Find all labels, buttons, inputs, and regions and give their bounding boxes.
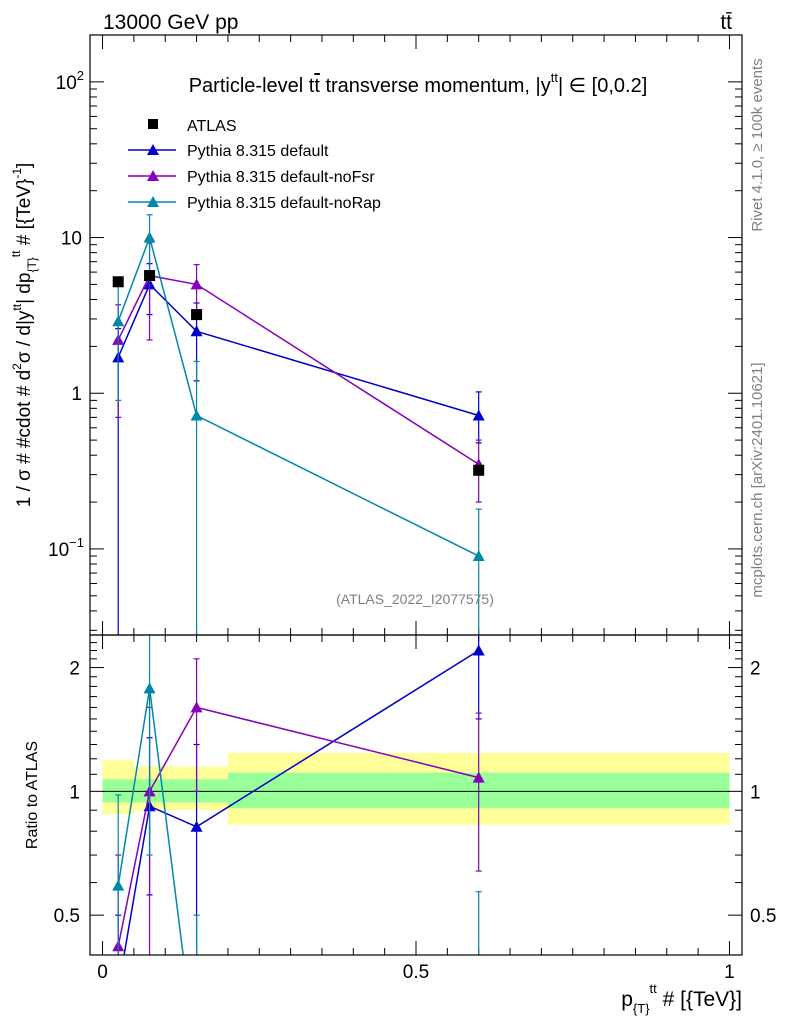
ratio-ylabel: Ratio to ATLAS — [24, 741, 41, 849]
legend-item-atlas: ATLAS — [148, 118, 237, 135]
ratio-series — [112, 635, 485, 955]
main-series — [112, 214, 485, 635]
energy-label: 13000 GeV pp — [103, 11, 238, 34]
ylabel-sub: {T} — [25, 257, 39, 272]
main-series-pythia-8-315-default-norap — [112, 214, 485, 635]
legend-label-norap: Pythia 8.315 default-noRap — [187, 195, 381, 212]
xlabel-p: p — [621, 988, 633, 1011]
ylabel-d: # [{TeV} — [14, 179, 35, 251]
main-point-atlas — [473, 464, 485, 476]
title-mid: transverse momentum, |y — [320, 75, 551, 97]
main-point-pythia-8-315-default-norap — [143, 231, 156, 243]
ratio-axis-ticks: 0.5 0.5 1 1 2 2 0 0.5 1 — [54, 634, 776, 983]
legend-item-norap: Pythia 8.315 default-noRap — [128, 195, 381, 212]
ylabel-sup2: 2 — [10, 363, 24, 370]
ratio-point-pythia-8-315-default-norap — [143, 682, 156, 694]
main-series-pythia-8-315-default — [112, 263, 485, 635]
x-tick-label: 0.5 — [403, 962, 429, 983]
main-series-atlas — [112, 270, 485, 476]
main-point-pythia-8-315-default-norap — [472, 550, 485, 562]
process-label: tt̄ — [720, 11, 732, 34]
main-line-pythia-8-315-default-norap — [117, 235, 480, 557]
main-point-atlas — [112, 276, 124, 288]
main-point-pythia-8-315-default — [472, 409, 485, 421]
legend-marker-atlas — [148, 119, 158, 129]
main-point-atlas — [191, 309, 203, 321]
ratio-panel: 0.5 0.5 1 1 2 2 0 0.5 1 Ratio to ATLAS p{T}tt # … — [24, 634, 776, 1016]
main-ytick-label: 102 — [56, 68, 84, 94]
ylabel-supm1: -1 — [10, 168, 24, 179]
chart-title: Particle-level tt transverse momentum, |… — [189, 70, 648, 97]
ratio-ytick-label-right: 0.5 — [750, 906, 776, 927]
ylabel-b: σ / d|y — [14, 310, 35, 363]
legend-marker-default — [147, 144, 159, 155]
rivet-version-label: Rivet 4.1.0, ≥ 100k events — [749, 58, 766, 231]
main-point-pythia-8-315-default-nofsr — [190, 278, 203, 290]
legend-marker-norap — [147, 196, 159, 207]
legend-item-nofsr: Pythia 8.315 default-noFsr — [128, 169, 375, 186]
legend-label-atlas: ATLAS — [187, 118, 237, 135]
main-point-pythia-8-315-default-norap — [112, 315, 125, 327]
legend-marker-nofsr — [147, 170, 159, 181]
legend-label-default: Pythia 8.315 default — [187, 143, 329, 160]
ratio-point-pythia-8-315-default — [190, 820, 203, 832]
source-label: mcplots.cern.ch [arXiv:2401.10621] — [749, 362, 766, 597]
main-line-pythia-8-315-default — [117, 283, 479, 417]
main-series-pythia-8-315-default-nofsr — [112, 242, 485, 503]
main-ylabel: 1 / σ # #cdot # d2σ / d|ytt| dp{T}tt # [… — [9, 163, 39, 508]
main-ytick-label: 10 — [61, 229, 82, 250]
xlabel-rest: # [{TeV}] — [657, 988, 742, 1011]
ratio-ytick-label: 1 — [69, 782, 80, 803]
x-tick-label: 0 — [97, 962, 108, 983]
x-axis-label: p{T}tt # [{TeV}] — [621, 981, 742, 1016]
ylabel-a: 1 / σ # #cdot # d — [14, 370, 35, 507]
ratio-band-inner — [102, 779, 134, 803]
title-tail: | ∈ [0,0.2] — [558, 75, 647, 97]
ratio-frame — [89, 634, 743, 956]
ratio-ytick-label-right: 1 — [750, 782, 761, 803]
legend-item-default: Pythia 8.315 default — [128, 143, 329, 160]
ratio-point-pythia-8-315-default-nofsr — [190, 701, 203, 713]
ylabel-suptt-2: tt — [9, 250, 23, 257]
xlabel-sub: {T} — [633, 1001, 650, 1016]
xlabel-sup: tt — [650, 981, 658, 996]
ratio-ytick-label-right: 2 — [750, 659, 761, 680]
main-axis-ticks: 10−1 1 10 102 — [48, 34, 742, 635]
ylabel-suptt-1: tt — [10, 303, 24, 310]
ratio-point-pythia-8-315-default-nofsr — [472, 771, 485, 783]
ratio-band-inner — [133, 779, 228, 803]
ratio-point-pythia-8-315-default — [472, 644, 485, 656]
main-point-atlas — [144, 270, 156, 282]
main-panel: 10−1 1 10 102 Particle-level tt transverse … — [9, 34, 743, 636]
title-tbar: t — [314, 75, 320, 97]
ratio-series-pythia-8-315-default-norap — [112, 635, 482, 955]
title-lead: Particle-level t — [189, 75, 315, 97]
analysis-watermark: (ATLAS_2022_I2077575) — [336, 591, 494, 607]
legend-label-nofsr: Pythia 8.315 default-noFsr — [187, 169, 375, 186]
main-ytick-label: 1 — [71, 384, 82, 405]
ratio-line-pythia-8-315-default — [123, 649, 480, 955]
legend: ATLAS Pythia 8.315 default Pythia 8.315 … — [128, 118, 381, 212]
main-line-pythia-8-315-default-nofsr — [117, 274, 480, 465]
ratio-ytick-label: 2 — [69, 659, 80, 680]
ratio-point-pythia-8-315-default-norap — [112, 879, 125, 891]
ratio-ytick-label: 0.5 — [54, 906, 80, 927]
ratio-line-pythia-8-315-default-norap — [117, 688, 184, 955]
ylabel-e: ] — [14, 163, 35, 168]
ylabel-c: | dp — [14, 273, 35, 304]
main-point-pythia-8-315-default — [190, 325, 203, 337]
main-point-pythia-8-315-default-norap — [190, 409, 203, 421]
main-ytick-label: 10−1 — [48, 535, 84, 561]
ratio-line-pythia-8-315-default-nofsr — [117, 706, 479, 947]
title-sup: tt — [551, 70, 559, 85]
x-tick-label: 1 — [724, 962, 735, 983]
